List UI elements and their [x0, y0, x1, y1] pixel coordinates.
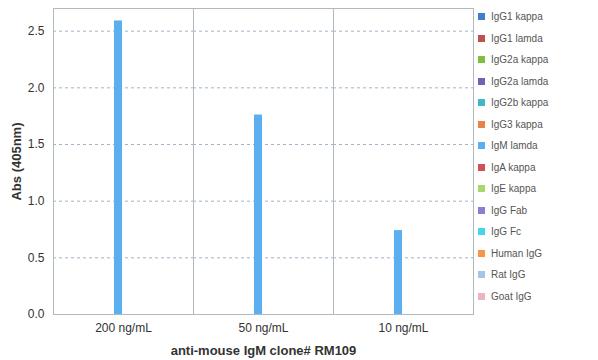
- svg-text:0.5: 0.5: [28, 251, 45, 265]
- html-text:Goat IgG: Goat IgG: [491, 290, 532, 302]
- html-text:IgM lamda: IgM lamda: [491, 140, 538, 152]
- html-text:IgG2b kappa: IgG2b kappa: [491, 97, 549, 109]
- html-text:IgE kappa: IgE kappa: [491, 183, 536, 195]
- html-text:IgG2a lamda: IgG2a lamda: [491, 75, 549, 87]
- html-text:IgG1 kappa: IgG1 kappa: [491, 11, 543, 23]
- svg-text:anti-mouse IgM clone# RM109: anti-mouse IgM clone# RM109: [171, 343, 357, 358]
- html-text:Human IgG: Human IgG: [491, 247, 543, 259]
- svg-text:1.5: 1.5: [28, 137, 45, 151]
- svg-text:Abs (405nm): Abs (405nm): [9, 122, 24, 200]
- html-text:IgG Fab: IgG Fab: [491, 204, 528, 216]
- html-text:IgG2a kappa: IgG2a kappa: [491, 54, 549, 66]
- svg-text:200 ng/mL: 200 ng/mL: [95, 321, 152, 335]
- svg-text:2.0: 2.0: [28, 81, 45, 95]
- svg-text:10 ng/mL: 10 ng/mL: [378, 321, 428, 335]
- svg-text:0.0: 0.0: [28, 307, 45, 321]
- svg-text:1.0: 1.0: [28, 194, 45, 208]
- html-text:IgG3 kappa: IgG3 kappa: [491, 118, 543, 130]
- html-text:Rat IgG: Rat IgG: [491, 269, 526, 281]
- svg-text:2.5: 2.5: [28, 24, 45, 38]
- html-text:IgA kappa: IgA kappa: [491, 161, 536, 173]
- html-text:IgG1 lamda: IgG1 lamda: [491, 32, 543, 44]
- html-text:IgG Fc: IgG Fc: [491, 226, 521, 238]
- svg-text:50 ng/mL: 50 ng/mL: [238, 321, 288, 335]
